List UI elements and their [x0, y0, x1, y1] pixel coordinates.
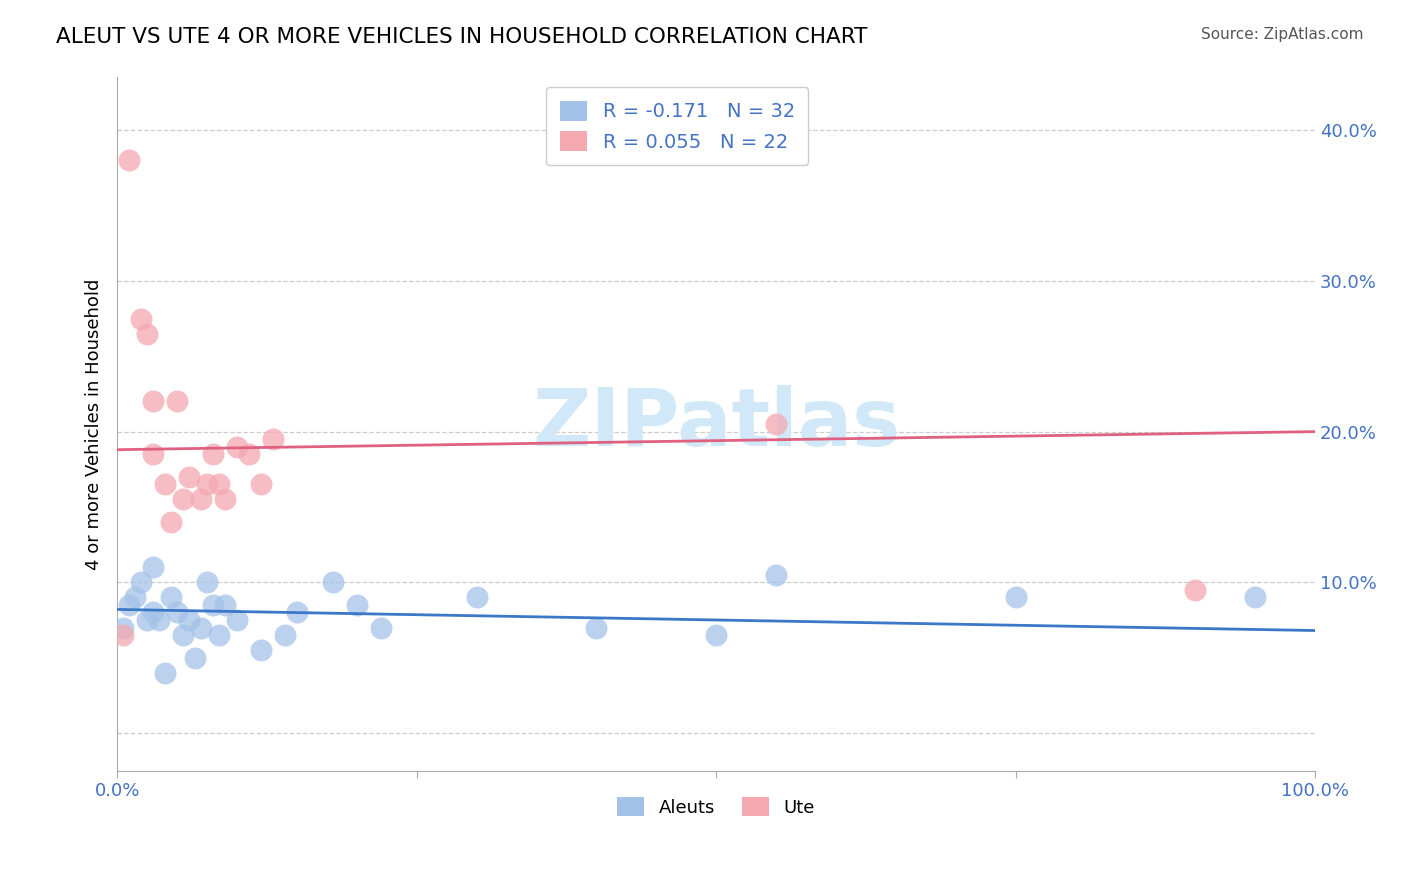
- Point: [226, 440, 249, 454]
- Point: [346, 598, 368, 612]
- Point: [765, 567, 787, 582]
- Point: [136, 613, 159, 627]
- Point: [142, 560, 165, 574]
- Point: [704, 628, 727, 642]
- Point: [184, 650, 207, 665]
- Point: [112, 628, 135, 642]
- Point: [195, 575, 218, 590]
- Point: [202, 447, 225, 461]
- Point: [172, 628, 194, 642]
- Point: [160, 591, 183, 605]
- Point: [153, 665, 176, 680]
- Point: [226, 613, 249, 627]
- Point: [585, 620, 607, 634]
- Point: [195, 477, 218, 491]
- Legend: Aleuts, Ute: Aleuts, Ute: [610, 790, 823, 824]
- Point: [153, 477, 176, 491]
- Point: [142, 394, 165, 409]
- Point: [142, 606, 165, 620]
- Point: [177, 613, 200, 627]
- Text: Source: ZipAtlas.com: Source: ZipAtlas.com: [1201, 27, 1364, 42]
- Point: [370, 620, 392, 634]
- Point: [274, 628, 297, 642]
- Point: [1004, 591, 1026, 605]
- Point: [190, 620, 212, 634]
- Point: [129, 575, 152, 590]
- Point: [208, 628, 231, 642]
- Point: [124, 591, 146, 605]
- Point: [129, 311, 152, 326]
- Text: ALEUT VS UTE 4 OR MORE VEHICLES IN HOUSEHOLD CORRELATION CHART: ALEUT VS UTE 4 OR MORE VEHICLES IN HOUSE…: [56, 27, 868, 46]
- Point: [148, 613, 170, 627]
- Point: [322, 575, 344, 590]
- Point: [142, 447, 165, 461]
- Point: [765, 417, 787, 431]
- Point: [160, 515, 183, 529]
- Point: [250, 477, 273, 491]
- Point: [250, 643, 273, 657]
- Point: [172, 492, 194, 507]
- Point: [177, 470, 200, 484]
- Point: [465, 591, 488, 605]
- Point: [214, 598, 236, 612]
- Point: [202, 598, 225, 612]
- Point: [136, 326, 159, 341]
- Point: [1184, 582, 1206, 597]
- Point: [285, 606, 308, 620]
- Text: ZIPatlas: ZIPatlas: [531, 385, 900, 463]
- Y-axis label: 4 or more Vehicles in Household: 4 or more Vehicles in Household: [86, 278, 103, 570]
- Point: [1244, 591, 1267, 605]
- Point: [166, 606, 188, 620]
- Point: [190, 492, 212, 507]
- Point: [208, 477, 231, 491]
- Point: [262, 432, 284, 446]
- Point: [112, 620, 135, 634]
- Point: [166, 394, 188, 409]
- Point: [118, 598, 141, 612]
- Point: [214, 492, 236, 507]
- Point: [238, 447, 260, 461]
- Point: [118, 153, 141, 168]
